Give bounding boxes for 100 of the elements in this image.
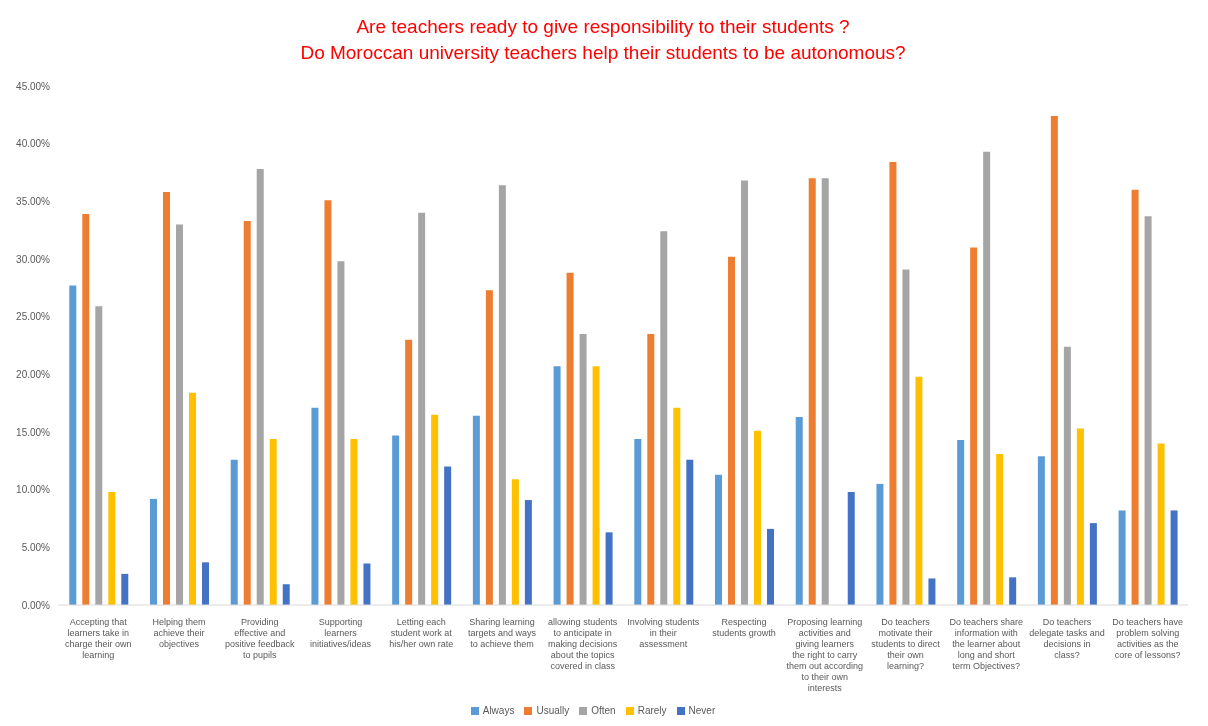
bar: [566, 272, 574, 605]
bar: [634, 438, 642, 605]
bar: [524, 500, 532, 605]
bar: [660, 231, 668, 605]
x-tick-label: Do teachers motivate their students to direct their own learning?: [871, 617, 941, 671]
bar: [728, 256, 736, 605]
x-tick-label: Involving students in their assessment: [627, 617, 700, 649]
legend-label: Usually: [536, 705, 570, 716]
bar: [686, 459, 694, 605]
bar: [754, 430, 762, 605]
bar: [1144, 216, 1152, 605]
bar: [363, 563, 371, 605]
bar: [1118, 510, 1126, 605]
bar: [311, 407, 319, 605]
bar: [337, 261, 345, 605]
bar: [1050, 115, 1058, 605]
bar: [418, 212, 426, 605]
bar: [176, 224, 184, 605]
bar: [847, 491, 855, 605]
bar: [553, 366, 561, 605]
bar: [808, 178, 816, 605]
bar: [485, 290, 493, 605]
chart-title: Are teachers ready to give responsibility to their students ?: [355, 15, 851, 39]
bar: [1076, 428, 1084, 605]
bar: [444, 466, 452, 605]
bar: [163, 192, 171, 605]
legend-label: Often: [591, 705, 616, 716]
x-tick-label: Respecting students growth: [712, 617, 776, 638]
bar: [1009, 577, 1017, 605]
bar: [511, 479, 519, 605]
bar: [715, 474, 723, 605]
x-tick-label: Proposing learning activities and giving learners the right to carry them out according to their own interests: [786, 617, 864, 693]
bar: [1037, 456, 1045, 605]
bar: [431, 414, 439, 605]
y-tick-label: 45.00%: [16, 80, 51, 92]
bar: [647, 333, 655, 605]
legend-label: Rarely: [637, 705, 667, 716]
bar: [202, 562, 210, 605]
y-tick-label: 0.00%: [21, 599, 51, 611]
bar: [795, 417, 803, 605]
bar: [189, 392, 197, 605]
y-tick-label: 5.00%: [21, 541, 51, 553]
bar: [69, 285, 77, 605]
bar: [996, 453, 1004, 605]
bar: [1089, 523, 1097, 605]
bar: [970, 247, 978, 605]
bar: [1157, 443, 1165, 605]
bar: [498, 185, 506, 605]
bar: [95, 306, 103, 605]
bar: [928, 578, 936, 605]
bar: [150, 498, 158, 605]
bar: [392, 435, 400, 605]
bar: [821, 178, 829, 605]
x-tick-label: Providing effective and positive feedback to pupils: [225, 617, 296, 660]
bar: [121, 573, 129, 605]
y-tick-label: 35.00%: [16, 195, 51, 207]
x-tick-label: Do teachers delegate tasks and decisions in class?: [1029, 617, 1105, 660]
bar: [269, 438, 277, 605]
y-tick-label: 30.00%: [16, 253, 51, 265]
y-tick-label: 40.00%: [16, 138, 51, 150]
x-tick-label: Do teachers share information with the learner about long and short term Objectives?: [949, 617, 1023, 671]
x-tick-label: Do teachers have problem solving activities as the core of lessons?: [1112, 617, 1183, 660]
y-tick-label: 20.00%: [16, 368, 51, 380]
y-tick-label: 25.00%: [16, 311, 51, 323]
y-tick-label: 10.00%: [16, 484, 51, 496]
y-tick-label: 15.00%: [16, 426, 51, 438]
x-tick-label: Supporting learners initiatives/ideas: [309, 617, 372, 649]
x-tick-label: allowing students to anticipate in making decisions about the topics covered in class: [548, 617, 618, 671]
x-tick-label: Accepting that learners take in charge their own learning: [65, 617, 132, 660]
bar: [876, 483, 884, 605]
bar: [472, 415, 480, 605]
bar: [741, 180, 749, 605]
bar: [256, 169, 264, 605]
chart-subtitle: Do Moroccan university teachers help their students to be autonomous?: [299, 41, 907, 65]
x-tick-label: Helping them achieve their objectives: [152, 617, 206, 649]
legend-label: Always: [482, 705, 515, 716]
bar: [915, 376, 923, 605]
bar: [579, 333, 587, 605]
bar: [230, 459, 238, 605]
bar: [82, 214, 90, 605]
bar: [1170, 510, 1178, 605]
x-tick-label: Letting each student work at his/her own rate: [389, 617, 454, 649]
bar: [983, 151, 991, 605]
bar: [243, 220, 251, 605]
bar: [767, 528, 775, 605]
bar: [324, 200, 332, 605]
bar: [350, 438, 358, 605]
bar: [1063, 346, 1071, 605]
bar: [282, 584, 290, 605]
legend-label: Never: [688, 705, 716, 716]
x-tick-label: Sharing learning targets and ways to achieve them: [467, 617, 537, 649]
bar: [957, 440, 965, 605]
bar: [889, 162, 897, 605]
bar: [605, 532, 613, 605]
bar: [902, 269, 910, 605]
bar: [405, 339, 413, 605]
bar: [108, 491, 116, 605]
bar: [1131, 189, 1139, 605]
bar: [592, 366, 600, 605]
bar: [673, 407, 681, 605]
